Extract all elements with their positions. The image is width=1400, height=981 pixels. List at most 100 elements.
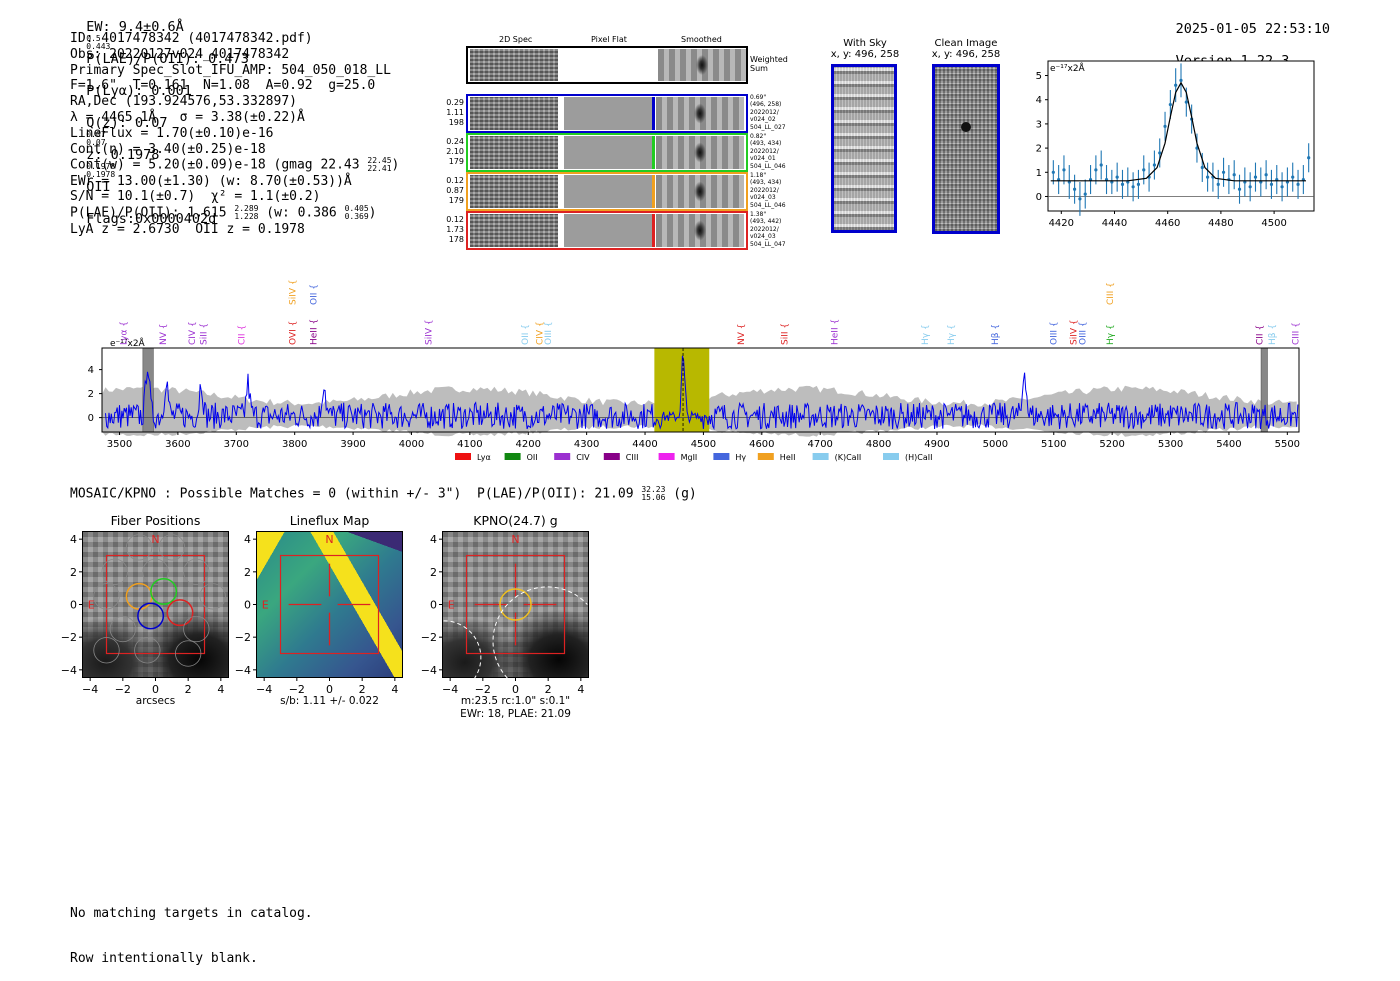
spectrum-xtick-label: 5500 bbox=[1275, 439, 1300, 450]
cutout-row-meta-line: 2022012/ bbox=[750, 225, 779, 233]
mosaic-ytick-label: 0 bbox=[70, 599, 77, 612]
header-qz-sub: 0.07 bbox=[86, 138, 106, 147]
detection-info: ID: 4017478342 (4017478342.pdf) Obs: 202… bbox=[70, 31, 399, 237]
zoom-ytick-label: 4 bbox=[1036, 95, 1042, 106]
zoom-xtick-label: 4480 bbox=[1208, 218, 1233, 229]
zoom-point bbox=[1163, 124, 1167, 128]
info-lineflux: LineFlux = 1.70(±0.10)e-16 bbox=[70, 125, 274, 141]
zoom-point bbox=[1073, 187, 1077, 191]
spectrum-line-label: Lyα { bbox=[120, 321, 130, 345]
spectrum-legend-swatch bbox=[757, 453, 774, 460]
zoom-point bbox=[1221, 170, 1226, 174]
cutout-row-stat: 179 bbox=[448, 157, 464, 166]
header-qz: Q(z): 0.07 bbox=[86, 115, 168, 131]
cutout-row-meta-line: (493, 434) bbox=[750, 179, 782, 187]
spectrum-line-label: OII { bbox=[521, 324, 531, 345]
spectrum-legend-label: Hγ bbox=[735, 453, 746, 462]
zoom-point bbox=[1237, 187, 1242, 191]
spectrum-line-label: Hγ { bbox=[1106, 324, 1116, 345]
mosaic-panel-image bbox=[82, 531, 229, 678]
mosaic-fiber-circle bbox=[101, 558, 128, 585]
cutout-row bbox=[466, 211, 748, 250]
spectrum-line-label: OVI { bbox=[288, 321, 298, 345]
cutout-col-2dspec: 2D Spec bbox=[499, 35, 533, 44]
cutout-row bbox=[466, 133, 748, 172]
mosaic-xtick-label: −2 bbox=[289, 683, 305, 696]
mosaic-fiber-circle bbox=[183, 558, 210, 585]
mosaic-fiber-circle bbox=[126, 534, 153, 561]
mosaic-ytick-label: 4 bbox=[244, 533, 251, 546]
spectrum-line-label: Hβ { bbox=[1268, 324, 1278, 345]
cutout-row-meta-line: 1.38" bbox=[750, 211, 767, 218]
cutout-row-meta-line: 2022012/ bbox=[750, 108, 779, 116]
mosaic-fiber-circle bbox=[150, 577, 178, 605]
mosaic-ytick-label: −2 bbox=[61, 631, 77, 644]
spectrum-legend-label: CIV bbox=[576, 453, 590, 462]
spectrum-line-label: SiIV { bbox=[1070, 319, 1080, 345]
spectrum-line-label: Hγ { bbox=[921, 324, 931, 345]
zoom-point bbox=[1307, 156, 1311, 160]
zoom-point bbox=[1168, 102, 1172, 107]
cutout-row-stat: 0.12 bbox=[446, 176, 464, 185]
mosaic-ytick-label: −4 bbox=[421, 664, 437, 677]
spectrum-trace bbox=[105, 355, 1299, 431]
header-qz-sup: 0.07 bbox=[86, 130, 106, 139]
info-plae-w: (w: 0.386 bbox=[266, 205, 337, 221]
zoom-point bbox=[1115, 175, 1119, 179]
info-plae-end: ) bbox=[368, 205, 377, 221]
header-timestamp: 2025-01-05 22:53:10 bbox=[1175, 21, 1330, 37]
mosaic-fiber-circle bbox=[134, 637, 161, 664]
spectrum-line-label: NV { bbox=[159, 324, 169, 345]
spectrum-line-label: OII { bbox=[309, 284, 319, 305]
spectrum-xtick-label: 5000 bbox=[983, 439, 1008, 450]
spectrum-unit-label: e⁻¹⁷x2Å bbox=[110, 337, 146, 349]
spectrum-legend-label: (K)CaII bbox=[835, 453, 862, 462]
info-contw: Cont(w) = 5.20(±0.09)e-18 (gmag 22.43 bbox=[70, 157, 360, 173]
mosaic-panel-title: KPNO(24.7) g bbox=[473, 513, 558, 528]
mosaic-header-sub: 15.06 bbox=[641, 493, 666, 502]
zoom-point bbox=[1142, 168, 1146, 172]
mosaic-panel-image bbox=[256, 531, 403, 678]
cutout-row-meta-line: 1.18" bbox=[750, 172, 767, 179]
spectrum-xtick-label: 3500 bbox=[107, 439, 132, 450]
cutout-row-stat: 1.11 bbox=[446, 108, 464, 117]
spectrum-xtick-label: 4800 bbox=[866, 439, 891, 450]
zoom-point bbox=[1152, 163, 1156, 167]
mosaic-xtick-label: −4 bbox=[82, 683, 98, 696]
info-plae-row: P(LAE)/P(OII): 1.615 2.289 1.228 (w: 0.38… bbox=[70, 205, 399, 221]
spectrum-line-label: HeII { bbox=[830, 319, 840, 345]
spectrum-xtick-label: 4000 bbox=[399, 439, 424, 450]
spectrum-legend-label: (H)CaII bbox=[905, 453, 932, 462]
header-z: z: 0.1978 bbox=[86, 147, 160, 163]
cutout-row-stat: 0.12 bbox=[446, 215, 464, 224]
cutout-smoothed bbox=[656, 136, 744, 169]
zoom-fit-plot: e⁻¹⁷x2Å 5 4 3 2 1 0 4420 4440 4460 4480 4500 bbox=[1036, 60, 1315, 229]
thumb-sky-title: With Sky bbox=[843, 38, 887, 49]
info-plae-sup: 2.289 bbox=[234, 204, 259, 214]
cutout-row bbox=[466, 94, 748, 133]
spectrum-xtick-label: 4200 bbox=[516, 439, 541, 450]
mosaic-red-box bbox=[465, 554, 566, 655]
info-plae: P(LAE)/P(OII): 1.615 bbox=[70, 205, 227, 221]
spectrum-legend-label: HeII bbox=[780, 453, 796, 462]
zoom-point bbox=[1062, 168, 1066, 172]
mosaic-fiber-circle bbox=[93, 583, 120, 610]
mosaic-panel-overlay: N E 4 2 0 −2 −4 −4 −2 0 2 4 bbox=[421, 533, 588, 696]
mosaic-ytick-label: −2 bbox=[235, 631, 251, 644]
mosaic-fiber-circle bbox=[158, 534, 185, 561]
mosaic-east-label: E bbox=[448, 599, 455, 612]
thumb-clean-image bbox=[932, 64, 1000, 234]
spectrum-line-label: Hγ { bbox=[947, 324, 957, 345]
spectrum-line-label: SiIV { bbox=[288, 279, 298, 305]
thumb-sky-xy: x, y: 496, 258 bbox=[830, 49, 900, 60]
zoom-point bbox=[1291, 175, 1295, 179]
spectrum-legend-swatch bbox=[504, 453, 521, 460]
mosaic-xtick-label: 0 bbox=[512, 683, 519, 696]
zoom-xtick-label: 4420 bbox=[1049, 218, 1074, 229]
cutout-row-stat: 179 bbox=[448, 196, 464, 205]
spectrum-frame bbox=[101, 347, 1300, 433]
spectrum-legend-swatch bbox=[455, 453, 471, 460]
spectrum-line-label: SiII { bbox=[200, 323, 210, 345]
info-contw-end: ) bbox=[391, 157, 400, 173]
cutout-row-stat: 1.73 bbox=[446, 225, 464, 234]
